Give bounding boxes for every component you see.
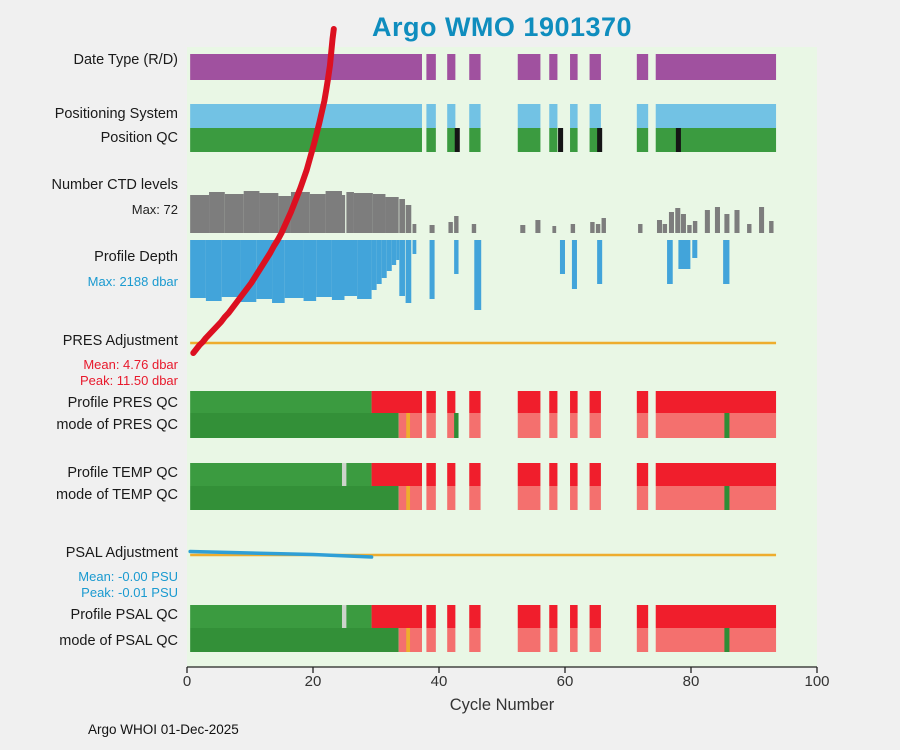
row-label-psal-adjustment: PSAL Adjustment [65, 545, 178, 561]
x-tick-label: 0 [182, 673, 192, 690]
x-tick-label: 80 [682, 673, 700, 690]
psal-mean-value: Mean: -0.00 PSU [78, 569, 178, 584]
row-label-date-type: Date Type (R/D) [73, 52, 179, 68]
row-label-profile-temp-qc: Profile TEMP QC [67, 465, 178, 481]
x-axis-title: Cycle Number [449, 696, 555, 714]
row-label-pres-adjustment: PRES Adjustment [62, 333, 178, 349]
row-label-mode-temp-qc: mode of TEMP QC [56, 487, 178, 503]
pres-peak-value: Peak: 11.50 dbar [79, 373, 178, 388]
row-labels-column: Date Type (R/D) Positioning System Posit… [0, 0, 183, 750]
pres-mean-value: Mean: 4.76 dbar [83, 357, 178, 372]
chart-canvas [186, 26, 818, 673]
x-tick-label: 40 [430, 673, 448, 690]
x-tick-label: 60 [556, 673, 574, 690]
footer-credit: Argo WHOI 01-Dec-2025 [88, 722, 239, 737]
row-label-position-qc: Position QC [100, 130, 178, 146]
x-tick-label: 20 [304, 673, 322, 690]
x-tick-label: 100 [804, 673, 830, 690]
ctd-max-value: Max: 72 [131, 202, 178, 217]
depth-max-value: Max: 2188 dbar [87, 274, 178, 289]
x-axis-tick-labels: 0 20 40 60 80 100 [183, 673, 830, 693]
psal-peak-value: Peak: -0.01 PSU [81, 585, 178, 600]
row-label-mode-psal-qc: mode of PSAL QC [59, 633, 178, 649]
row-label-profile-pres-qc: Profile PRES QC [67, 395, 178, 411]
row-label-profile-psal-qc: Profile PSAL QC [70, 607, 178, 623]
row-label-positioning: Positioning System [54, 106, 178, 122]
row-label-ctd-levels: Number CTD levels [51, 177, 179, 193]
plot-area [186, 26, 818, 673]
figure-title: Argo WMO 1901370 [371, 12, 633, 42]
row-label-profile-depth: Profile Depth [94, 249, 178, 265]
row-label-mode-pres-qc: mode of PRES QC [56, 417, 178, 433]
